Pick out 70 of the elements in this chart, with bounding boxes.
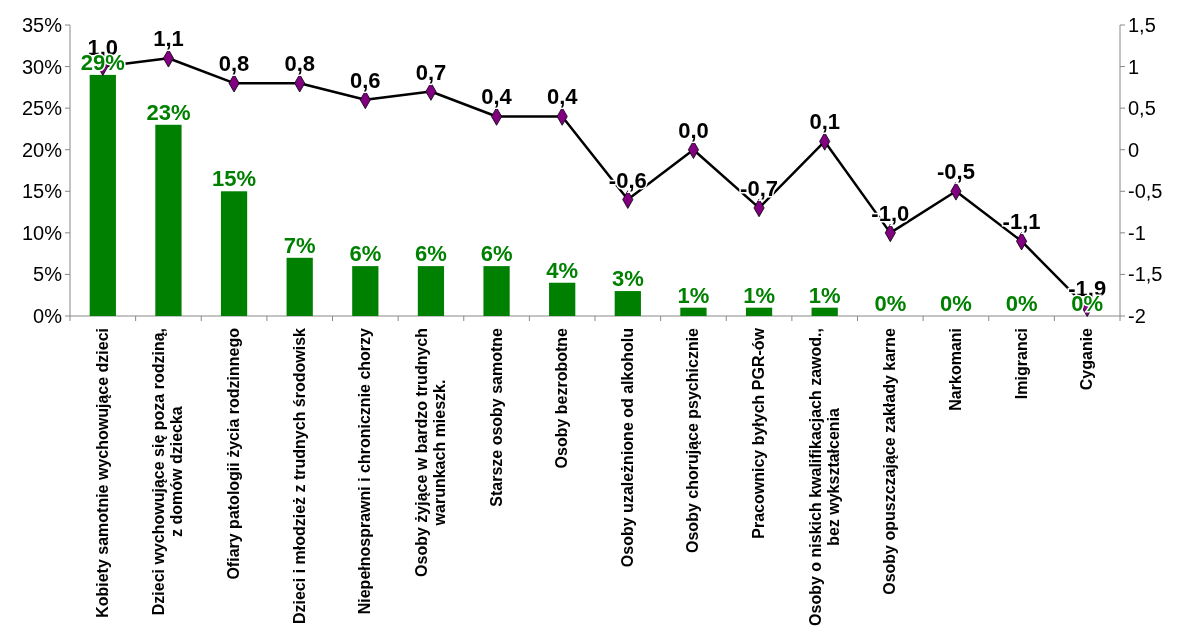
data-label: 1% [677,282,710,308]
bar [286,257,313,316]
data-label: 7% [283,232,316,258]
x-tick-label: Osoby chorujące psychicznie [684,327,702,553]
x-tick-label: Narkomani [946,328,964,411]
x-tick-label: Osoby opuszczające zakłady karne [881,327,899,595]
x-tick-label: Pracownicy byłych PGR-ów [750,327,768,539]
y-tick-label: 15% [21,180,63,203]
data-label: -0,7 [740,175,779,201]
bar [155,124,182,316]
bar [811,307,838,316]
y-tick-label: 25% [21,97,63,120]
bar [417,266,445,316]
data-label: -0,5 [936,159,975,185]
x-tick-label: Dzieci i młodzież z trudnych środowisk [290,327,308,625]
y2-tick-label: -1 [1128,221,1146,244]
y-tick-label: 30% [21,55,63,78]
y2-tick-label: 1 [1128,55,1140,78]
y2-tick-label: 0,5 [1128,97,1156,120]
x-tick-label: Imigranci [1012,328,1030,400]
data-label: 6% [415,241,447,267]
data-label: 0,1 [809,109,840,135]
data-label: 4% [546,257,579,283]
y2-tick-label: -2 [1128,305,1146,327]
y-tick-label: 20% [21,138,63,161]
data-label: 0,4 [546,84,579,110]
bar [745,307,773,316]
data-label: 0,4 [481,84,513,110]
data-label: 6% [349,241,382,267]
data-label: 0,6 [350,67,381,93]
data-label: 3% [611,266,644,292]
y2-tick-label: -1,5 [1128,263,1163,286]
x-tick-label: Starsze osoby samotne [487,327,505,507]
y-tick-label: 5% [33,263,63,286]
data-label: 1,1 [153,26,184,52]
x-tick-label: Osoby uzależnione od alkoholu [618,328,636,568]
data-label: 1% [743,282,775,308]
data-label: 0,0 [678,117,709,143]
data-label: 1% [808,282,841,308]
x-tick-label: Osoby bezrobotne [553,327,571,469]
bar [352,266,379,316]
x-tick-label: Kobiety samotnie wychowujące dzieci [93,328,111,618]
x-tick-label: Niepełnosprawni i chronicznie chorzy [356,327,374,615]
bar [549,282,576,316]
x-tick-label: Osoby o niskich kwalifikacjach zawod., bez wykształcenia [806,328,842,626]
x-tick-label: Osoby żyjące w bardzo trudnych warunkach mieszk. [412,328,448,577]
data-label: 23% [146,99,191,125]
x-tick-label: Cyganie [1078,327,1096,391]
data-label: 0,8 [218,51,250,77]
data-label: 6% [480,241,513,267]
bar [220,191,248,316]
y2-tick-label: 0 [1128,138,1140,161]
data-label: 15% [212,166,257,192]
bar [680,307,707,316]
bar [483,266,510,316]
bar [614,291,641,316]
data-label: 0% [1005,291,1038,316]
data-label: 0% [874,291,907,316]
x-tick-label: Dzieci wychowujące się poza rodziną, z domów dziecka [150,328,186,616]
data-label: -1,1 [1002,209,1041,235]
y-tick-label: 0% [33,305,63,327]
data-label: 0,8 [284,51,315,77]
data-label: 0,7 [415,59,447,85]
y2-tick-label: 1,5 [1128,14,1156,36]
y2-tick-label: -0,5 [1128,180,1163,203]
bar [89,74,116,316]
y-tick-label: 10% [21,221,63,244]
x-tick-label: Ofiary patologii życia rodzinnego [225,327,243,580]
y-tick-label: 35% [21,14,63,36]
data-label: 0% [940,291,972,316]
